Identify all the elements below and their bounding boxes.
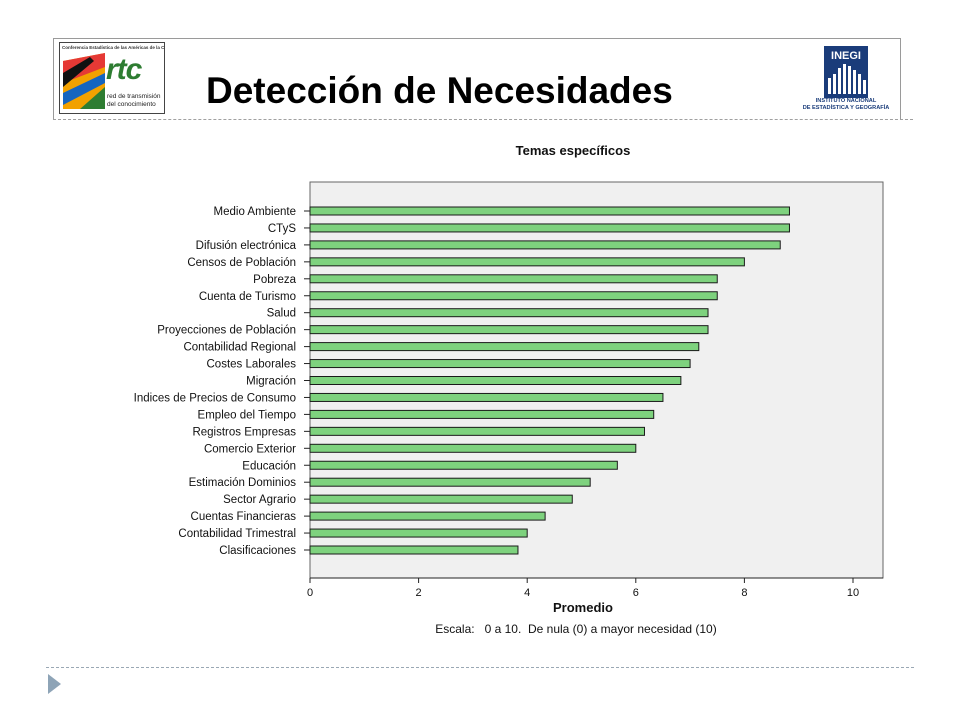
y-tick-label: Indices de Precios de Consumo	[134, 392, 296, 404]
inegi-name-line2: DE ESTADÍSTICA Y GEOGRAFÍA	[802, 105, 890, 111]
bar	[309, 274, 718, 284]
inegi-logo-name: INSTITUTO NACIONAL DE ESTADÍSTICA Y GEOG…	[796, 98, 896, 112]
bar	[309, 545, 519, 555]
bar	[309, 392, 664, 402]
chart-note: Escala: 0 a 10. De nula (0) a mayor nece…	[435, 622, 716, 636]
rtc-logo: Conferencia Estadística de las Américas …	[59, 42, 165, 114]
y-tick-label: Contabilidad Regional	[183, 342, 296, 354]
bar	[309, 342, 700, 352]
y-tick-label: Estimación Dominios	[189, 477, 297, 489]
y-tick-label: Proyecciones de Población	[157, 325, 296, 337]
bar	[309, 460, 618, 470]
y-tick-label: Difusión electrónica	[196, 240, 297, 252]
rtc-logo-caption: Conferencia Estadística de las Américas …	[62, 45, 165, 50]
y-tick-label: Cuenta de Turismo	[199, 291, 296, 303]
bar	[309, 257, 745, 267]
y-tick-label: Censos de Población	[187, 257, 296, 269]
y-tick-label: Pobreza	[253, 274, 296, 286]
bar	[309, 528, 528, 538]
bar	[309, 443, 637, 453]
bar	[309, 223, 790, 233]
y-tick-label: Migración	[246, 376, 296, 388]
bar	[309, 477, 591, 487]
y-tick-label: Empleo del Tiempo	[198, 409, 296, 421]
footer-divider	[46, 667, 914, 668]
x-tick-label: 10	[847, 587, 859, 599]
page-title: Detección de Necesidades	[206, 70, 673, 111]
bar	[309, 308, 709, 318]
x-tick-label: 4	[524, 587, 530, 599]
header-divider	[53, 119, 913, 120]
bar	[309, 206, 790, 216]
y-tick-label: CTyS	[268, 223, 296, 235]
chart-container: Temas específicos Medio Ambiente CTyS Difu…	[0, 130, 960, 650]
rtc-logo-art	[63, 53, 105, 109]
next-slide-arrow-icon[interactable]	[48, 674, 61, 694]
inegi-logo-mark: INEGI	[824, 46, 868, 98]
bar	[309, 240, 781, 250]
x-tick-label: 0	[307, 587, 313, 599]
bar	[309, 426, 645, 436]
inegi-logo-text: INEGI	[831, 50, 861, 62]
y-tick-label: Salud	[267, 308, 296, 320]
x-tick-label: 6	[633, 587, 639, 599]
x-tick-label: 8	[741, 587, 747, 599]
chart-title: Temas específicos	[516, 143, 631, 158]
header-frame	[53, 38, 901, 120]
rtc-logo-subtitle: red de transmisión del conocimiento	[107, 93, 164, 108]
bar	[309, 494, 573, 504]
x-axis-label: Promedio	[553, 600, 613, 615]
bar-chart: Temas específicos Medio Ambiente CTyS Difu…	[134, 143, 884, 636]
inegi-logo: INEGI INSTITUTO NACIONAL DE ESTADÍSTICA …	[796, 44, 896, 118]
bar	[309, 511, 546, 521]
y-tick-label: Educación	[242, 460, 296, 472]
rtc-logo-mark: rtc	[106, 53, 142, 86]
y-tick-label: Sector Agrario	[223, 494, 296, 506]
x-tick-label: 2	[416, 587, 422, 599]
y-tick-label: Costes Laborales	[207, 359, 297, 371]
bar	[309, 359, 691, 369]
bar	[309, 409, 655, 419]
rtc-logo-subtitle-line1: red de transmisión	[107, 93, 161, 100]
y-tick-label: Cuentas Financieras	[191, 511, 297, 523]
y-tick-label: Comercio Exterior	[204, 443, 296, 455]
y-tick-label: Clasificaciones	[219, 545, 296, 557]
y-tick-label: Registros Empresas	[192, 426, 296, 438]
rtc-logo-subtitle-line2: del conocimiento	[107, 100, 156, 108]
inegi-name-line1: INSTITUTO NACIONAL	[815, 98, 877, 104]
y-tick-label: Medio Ambiente	[214, 206, 296, 218]
y-tick-label: Contabilidad Trimestral	[178, 528, 296, 540]
bar	[309, 291, 718, 301]
bar	[309, 325, 709, 335]
bar	[309, 376, 682, 385]
